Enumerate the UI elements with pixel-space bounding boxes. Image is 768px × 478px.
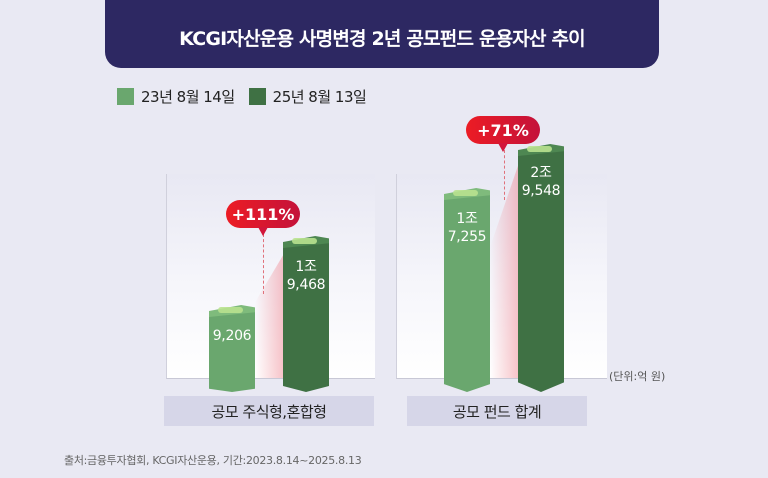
- bar-2023-fund-total: 1조 7,255: [444, 188, 490, 392]
- bar-value-line1: 1조: [295, 259, 317, 275]
- money-icon: [453, 190, 479, 196]
- growth-badge: +111%: [226, 200, 300, 236]
- bar-value-line2: 7,255: [447, 229, 487, 245]
- bar-2025-fund-total: 2조 9,548: [518, 144, 564, 392]
- legend-label: 23년 8월 14일: [141, 88, 235, 106]
- bar-value-line1: 1조: [456, 211, 478, 227]
- legend-swatch-dark-green: [248, 88, 266, 105]
- category-label-fund-total: 공모 펀드 합계: [407, 396, 587, 426]
- growth-badge: +71%: [466, 116, 540, 152]
- money-icon: [527, 146, 553, 152]
- bar-value: 9,206: [212, 328, 252, 344]
- bar-value-line2: 9,548: [521, 183, 561, 199]
- money-icon: [218, 307, 244, 313]
- unit-note: (단위:억 원): [609, 370, 666, 383]
- chart-title: KCGI자산운용 사명변경 2년 공모펀드 운용자산 추이: [179, 27, 586, 50]
- legend-swatch-light-green: [117, 88, 134, 105]
- legend-item-2023: 23년 8월 14일: [117, 86, 235, 107]
- bar-value-line2: 9,468: [286, 277, 326, 293]
- legend-item-2025: 25년 8월 13일: [248, 86, 367, 107]
- badge-leader-line: [263, 234, 264, 294]
- bar-2023-equity-mixed: 9,206: [209, 305, 255, 392]
- chart-title-banner: KCGI자산운용 사명변경 2년 공모펀드 운용자산 추이: [105, 0, 659, 68]
- bar-2025-equity-mixed: 1조 9,468: [283, 236, 329, 392]
- category-label-equity-mixed: 공모 주식형,혼합형: [164, 396, 374, 426]
- legend: 23년 8월 14일 25년 8월 13일: [117, 86, 367, 107]
- source-note: 출처:금융투자협회, KCGI자산운용, 기간:2023.8.14~2025.8…: [64, 454, 362, 467]
- bar-value-line1: 2조: [530, 165, 552, 181]
- money-icon: [292, 238, 318, 244]
- badge-leader-line: [504, 150, 505, 200]
- legend-label: 25년 8월 13일: [272, 88, 367, 106]
